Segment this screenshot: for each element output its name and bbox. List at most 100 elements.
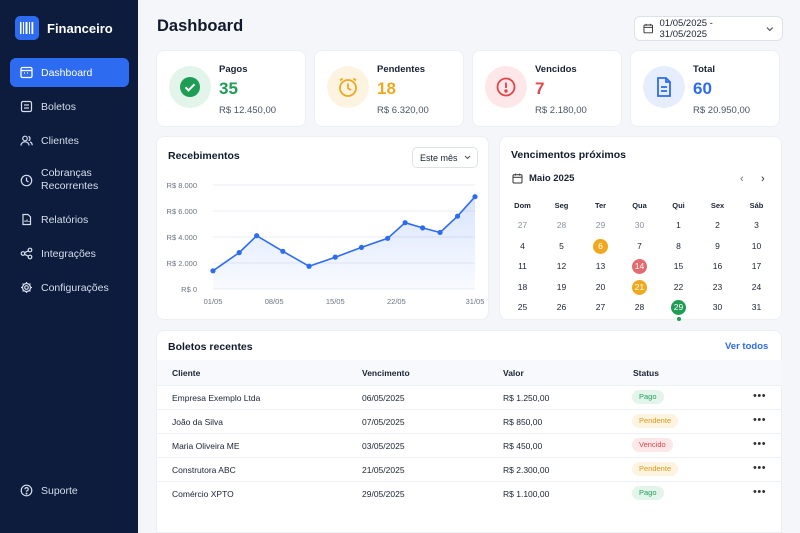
calendar-day-number: 20 <box>595 281 606 292</box>
calendar-day[interactable]: 29 <box>659 299 698 322</box>
table-header: Cliente Vencimento Valor Status <box>157 360 782 385</box>
calendar-day[interactable]: 11 <box>503 258 542 275</box>
calendar-day[interactable]: 23 <box>698 279 737 296</box>
brand[interactable]: Financeiro <box>15 16 113 40</box>
calendar-day[interactable]: 18 <box>503 279 542 296</box>
calendar-day[interactable]: 5 <box>542 238 581 255</box>
calendar-day[interactable]: 3 <box>737 217 776 234</box>
calendar-day[interactable]: 22 <box>659 279 698 296</box>
calendar-day[interactable]: 6 <box>581 238 620 255</box>
receipts-chart: R$ 0 R$ 2.000 R$ 4.000 R$ 6.000 R$ 8.000 01/0… <box>167 181 485 306</box>
calendar-day[interactable]: 28 <box>620 299 659 316</box>
table-row[interactable]: João da Silva 07/05/2025 R$ 850,00 Pendente… <box>157 409 782 433</box>
more-actions-icon[interactable]: ••• <box>753 438 767 450</box>
due-indicator-dot <box>676 317 681 322</box>
stat-card-pendentes[interactable]: Pendentes 18 R$ 6.320,00 <box>314 50 464 127</box>
calendar-day[interactable]: 13 <box>581 258 620 275</box>
calendar-day-number: 19 <box>556 281 567 292</box>
sidebar-item-boletos[interactable]: Boletos <box>10 92 129 121</box>
client-cell: Maria Oliveira ME <box>172 441 240 451</box>
x-tick-label: 31/05 <box>466 297 485 306</box>
calendar-day[interactable]: 25 <box>503 299 542 316</box>
sidebar-item-label: Relatórios <box>41 213 89 226</box>
calendar-day[interactable]: 8 <box>659 238 698 255</box>
calendar-prev-button[interactable]: ‹ <box>740 173 744 185</box>
calendar-day[interactable]: 10 <box>737 238 776 255</box>
calendar-next-button[interactable]: › <box>761 173 765 185</box>
calendar-day[interactable]: 29 <box>581 217 620 234</box>
recent-boletos-panel: Boletos recentes Ver todos Cliente Venci… <box>156 330 782 533</box>
table-row[interactable]: Empresa Exemplo Ltda 06/05/2025 R$ 1.250,0… <box>157 385 782 409</box>
sidebar-item-dashboard[interactable]: Dashboard <box>10 58 129 87</box>
help-circle-icon <box>20 484 33 497</box>
data-point <box>385 235 391 241</box>
due-date-cell: 21/05/2025 <box>362 465 405 475</box>
calendar-day-number: 15 <box>673 261 684 272</box>
calendar-day-number: 5 <box>559 240 564 251</box>
status-badge: Pendente <box>632 462 679 476</box>
table-row[interactable]: Comércio XPTO 29/05/2025 R$ 1.100,00 Pago ••… <box>157 481 782 505</box>
calendar-day[interactable]: 27 <box>503 217 542 234</box>
calendar-day[interactable]: 15 <box>659 258 698 275</box>
sidebar-item-configuracoes[interactable]: Configurações <box>10 273 129 302</box>
area-fill <box>213 196 475 289</box>
calendar-day[interactable]: 20 <box>581 279 620 296</box>
weekday-label: Seg <box>554 200 569 210</box>
more-actions-icon[interactable]: ••• <box>753 462 767 474</box>
sidebar-item-integracoes[interactable]: Integrações <box>10 239 129 268</box>
client-cell: Construtora ABC <box>172 465 236 475</box>
calendar-day-number: 26 <box>556 302 567 313</box>
period-select[interactable]: Este mês <box>412 147 478 168</box>
calendar-day-number: 8 <box>676 240 681 251</box>
due-calendar-panel: Vencimentos próximos Maio 2025 ‹ › Dom Se… <box>499 136 782 322</box>
more-actions-icon[interactable]: ••• <box>753 390 767 402</box>
weekday-label: Sáb <box>749 200 764 210</box>
status-badge: Pago <box>632 486 664 500</box>
calendar-day[interactable]: 24 <box>737 279 776 296</box>
calendar-day[interactable]: 21 <box>620 279 659 296</box>
calendar-day[interactable]: 31 <box>737 299 776 316</box>
calendar-day[interactable]: 14 <box>620 258 659 275</box>
calendar-day[interactable]: 12 <box>542 258 581 275</box>
sidebar-item-clientes[interactable]: Clientes <box>10 126 129 155</box>
stat-card-pagos[interactable]: Pagos 35 R$ 12.450,00 <box>156 50 306 127</box>
table-row[interactable]: Construtora ABC 21/05/2025 R$ 2.300,00 Pend… <box>157 457 782 481</box>
calendar-day[interactable]: 28 <box>542 217 581 234</box>
calendar-day[interactable]: 9 <box>698 238 737 255</box>
more-actions-icon[interactable]: ••• <box>753 486 767 498</box>
calendar-day[interactable]: 26 <box>542 299 581 316</box>
calendar-day[interactable]: 2 <box>698 217 737 234</box>
column-header: Vencimento <box>362 368 410 378</box>
weekday-label: Qui <box>672 200 685 210</box>
support-link[interactable]: Suporte <box>20 484 78 497</box>
y-tick-label: R$ 8.000 <box>167 181 197 190</box>
calendar-day[interactable]: 7 <box>620 238 659 255</box>
date-range-picker[interactable]: 01/05/2025 - 31/05/2025 <box>634 16 783 41</box>
y-tick-label: R$ 2.000 <box>167 259 197 268</box>
stat-card-vencidos[interactable]: Vencidos 7 R$ 2.180,00 <box>472 50 622 127</box>
table-row[interactable]: Maria Oliveira ME 03/05/2025 R$ 450,00 Venc… <box>157 433 782 457</box>
sidebar-item-cobrancas[interactable]: Cobranças Recorrentes <box>10 160 129 200</box>
view-all-link[interactable]: Ver todos <box>725 341 769 352</box>
more-actions-icon[interactable]: ••• <box>753 414 767 426</box>
calendar-day[interactable]: 19 <box>542 279 581 296</box>
calendar-day[interactable]: 30 <box>698 299 737 316</box>
stat-amount: R$ 12.450,00 <box>219 105 277 116</box>
stat-value: 7 <box>535 79 545 98</box>
receipts-panel: Recebimentos Este mês R$ 0 R$ 2.000 R$ 4.0… <box>156 136 489 320</box>
sidebar-item-label: Boletos <box>41 100 77 113</box>
calendar-day[interactable]: 1 <box>659 217 698 234</box>
calendar-day[interactable]: 16 <box>698 258 737 275</box>
calendar-day[interactable]: 17 <box>737 258 776 275</box>
exclamation-circle-icon <box>496 77 516 97</box>
calendar-day[interactable]: 4 <box>503 238 542 255</box>
column-header: Status <box>633 368 659 378</box>
calendar-day[interactable]: 30 <box>620 217 659 234</box>
calendar-day[interactable]: 27 <box>581 299 620 316</box>
barcode-logo-icon <box>15 16 39 40</box>
stat-amount: R$ 2.180,00 <box>535 105 587 116</box>
calendar-day-number: 4 <box>520 240 525 251</box>
sidebar-item-relatorios[interactable]: Relatórios <box>10 205 129 234</box>
stat-card-total[interactable]: Total 60 R$ 20.950,00 <box>630 50 780 127</box>
receipts-title: Recebimentos <box>168 150 240 162</box>
